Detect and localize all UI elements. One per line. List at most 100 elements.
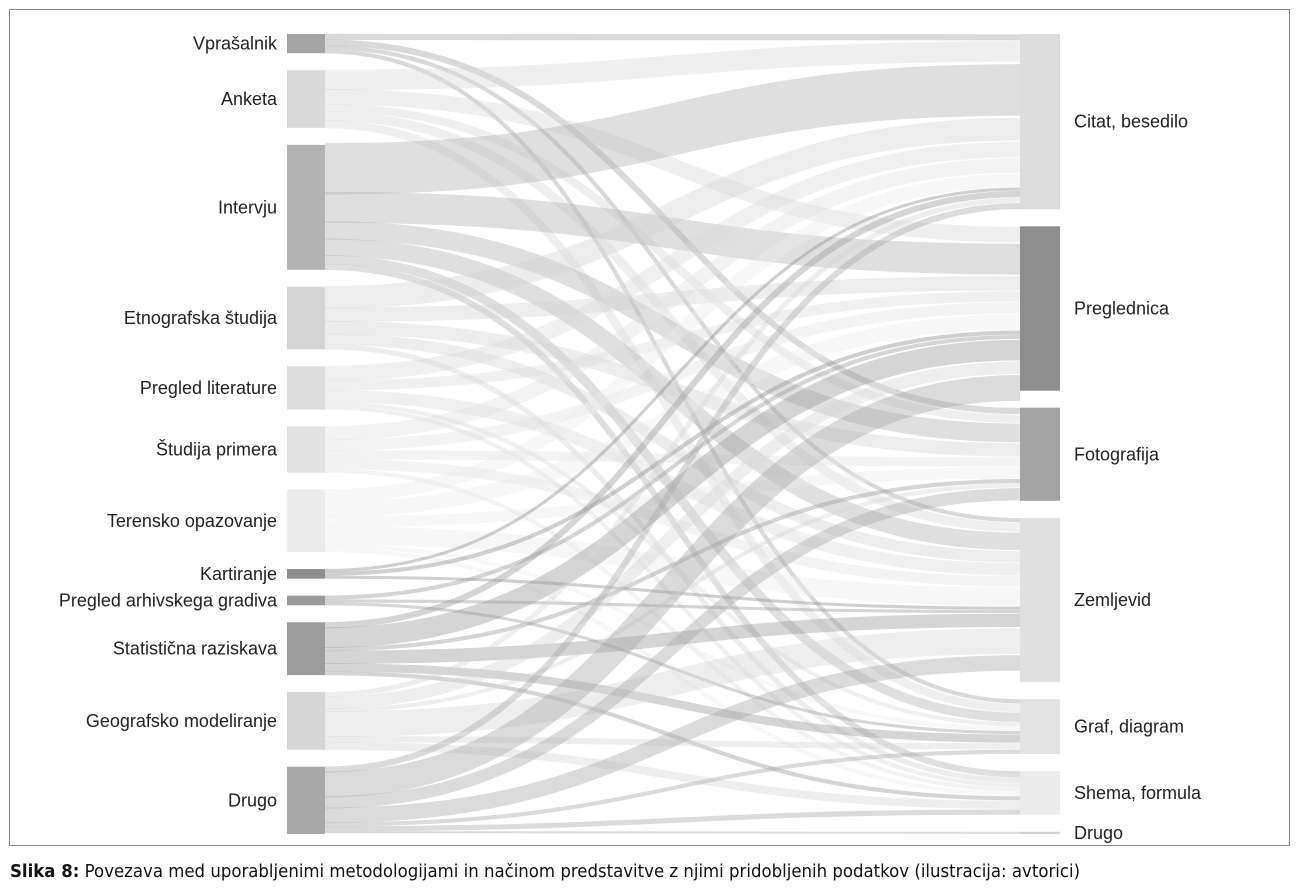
sankey-diagram: Vprašalnik Anketa Intervju Etnografska štud… <box>59 33 1202 843</box>
flow-etnografska-to-preglednica <box>324 276 1021 322</box>
source-label-studija-primera: Študija primera <box>156 439 278 460</box>
flow-intervju-to-citat <box>324 64 1021 195</box>
links-layer <box>324 33 1021 834</box>
flow-vprasalnik-to-zemljevid <box>324 45 1021 523</box>
flow-terensko-to-fotografija <box>324 467 1021 528</box>
flow-arhiv-to-zemljevid <box>324 599 1021 614</box>
flow-intervju-to-zemljevid <box>324 238 1021 551</box>
flow-anketa-to-graf <box>324 119 1021 713</box>
flow-terensko-to-shema <box>324 548 1021 797</box>
flow-studija-primera-to-zemljevid <box>324 458 1021 587</box>
flow-etnografska-to-citat <box>324 118 1021 309</box>
flow-studija-primera-to-preglednica <box>324 302 1021 451</box>
target-label-citat: Citat, besedilo <box>1074 112 1188 132</box>
figure-caption: Slika 8: Povezava med uporabljenimi meto… <box>10 861 1080 882</box>
flow-intervju-to-graf <box>324 255 1021 722</box>
flow-modeliranje-to-citat <box>324 197 1021 698</box>
flow-terensko-to-zemljevid <box>324 526 1021 606</box>
source-label-kartiranje: Kartiranje <box>200 564 277 584</box>
flow-etnografska-to-zemljevid <box>324 333 1021 563</box>
source-node-pregled-lit <box>287 366 325 410</box>
flow-intervju-to-fotografija <box>324 221 1021 443</box>
flow-pregled-lit-to-preglednica <box>324 291 1021 391</box>
target-node-drugo-tgt <box>1020 831 1060 834</box>
target-label-zemljevid: Zemljevid <box>1074 590 1151 610</box>
source-node-anketa <box>287 70 325 128</box>
source-node-vprasalnik <box>287 34 325 54</box>
source-node-arhiv <box>287 595 325 606</box>
flow-arhiv-to-graf <box>324 602 1021 735</box>
flow-intervju-to-shema <box>324 263 1021 778</box>
caption-label: Slika 8: <box>10 861 80 882</box>
flow-drugo-src-to-graf <box>324 749 1021 827</box>
target-node-graf <box>1020 699 1060 754</box>
target-node-shema <box>1020 770 1060 815</box>
flow-pregled-lit-to-shema <box>324 405 1021 788</box>
flow-modeliranje-to-fotografija <box>324 483 1021 713</box>
flow-modeliranje-to-preglednica <box>324 361 1021 709</box>
target-label-preglednica: Preglednica <box>1074 299 1170 319</box>
source-label-statisticna: Statistična raziskava <box>113 639 278 659</box>
flow-drugo-src-to-drugo-tgt <box>324 831 1021 834</box>
flow-modeliranje-to-graf <box>324 736 1021 750</box>
flow-pregled-lit-to-zemljevid <box>324 389 1021 576</box>
target-label-shema: Shema, formula <box>1074 783 1202 803</box>
flow-statisticna-to-preglednica <box>324 339 1021 648</box>
flow-statisticna-to-shema <box>324 671 1021 801</box>
flow-statisticna-to-fotografija <box>324 479 1021 652</box>
flow-terensko-to-citat <box>324 173 1021 503</box>
target-node-preglednica <box>1020 226 1060 391</box>
flow-anketa-to-zemljevid <box>324 111 1021 532</box>
source-node-etnografska <box>287 286 325 350</box>
flow-etnografska-to-fotografija <box>324 320 1021 457</box>
flow-intervju-to-preglednica <box>324 191 1021 275</box>
source-node-modeliranje <box>287 692 325 750</box>
source-label-pregled-lit: Pregled literature <box>140 378 277 398</box>
flow-anketa-to-citat <box>324 41 1021 91</box>
flow-vprasalnik-to-fotografija <box>324 39 1021 415</box>
source-node-intervju <box>287 144 325 270</box>
source-label-drugo-src: Drugo <box>228 790 277 810</box>
flow-drugo-src-to-preglednica <box>324 375 1021 798</box>
source-label-terensko: Terensko opazovanje <box>107 511 277 531</box>
flow-statisticna-to-citat <box>324 190 1021 629</box>
flow-anketa-to-preglednica <box>324 88 1021 243</box>
target-node-fotografija <box>1020 407 1060 501</box>
flow-studija-primera-to-shema <box>324 468 1021 792</box>
target-label-drugo-tgt: Drugo <box>1074 823 1123 843</box>
figure-frame: Vprašalnik Anketa Intervju Etnografska štud… <box>9 9 1290 846</box>
flow-modeliranje-to-zemljevid <box>324 628 1021 738</box>
nodes-layer <box>287 34 1060 834</box>
flow-kartiranje-to-preglednica <box>324 330 1021 576</box>
flow-terensko-to-graf <box>324 544 1021 731</box>
target-node-citat <box>1020 34 1060 210</box>
source-node-terensko <box>287 489 325 553</box>
flow-terensko-to-preglednica <box>324 314 1021 517</box>
flow-drugo-src-to-zemljevid <box>324 655 1021 823</box>
flow-studija-primera-to-citat <box>324 158 1021 441</box>
source-node-studija-primera <box>287 426 325 473</box>
source-label-etnografska: Etnografska študija <box>124 308 278 328</box>
target-label-fotografija: Fotografija <box>1074 444 1160 464</box>
flow-statisticna-to-graf <box>324 663 1021 743</box>
source-label-modeliranje: Geografsko modeliranje <box>86 711 277 731</box>
target-node-zemljevid <box>1020 517 1060 683</box>
flow-statisticna-to-zemljevid <box>324 613 1021 665</box>
flow-kartiranje-to-zemljevid <box>324 575 1021 610</box>
flow-modeliranje-to-shema <box>324 741 1021 810</box>
source-node-statisticna <box>287 622 325 676</box>
flow-etnografska-to-shema <box>324 344 1021 783</box>
source-label-anketa: Anketa <box>221 89 278 109</box>
target-label-graf: Graf, diagram <box>1074 717 1184 737</box>
caption-text: Povezava med uporabljenimi metodologijam… <box>84 861 1081 882</box>
flow-arhiv-to-preglednica <box>324 334 1021 600</box>
flow-drugo-src-to-citat <box>324 202 1021 773</box>
source-label-intervju: Intervju <box>218 197 277 217</box>
labels-layer: Vprašalnik Anketa Intervju Etnografska štud… <box>59 34 1202 843</box>
source-label-arhiv: Pregled arhivskega gradiva <box>59 590 278 610</box>
flow-pregled-lit-to-graf <box>324 401 1021 727</box>
flow-pregled-lit-to-citat <box>324 141 1021 382</box>
source-node-kartiranje <box>287 569 325 579</box>
flow-drugo-src-to-shema <box>324 809 1021 832</box>
flow-studija-primera-to-fotografija <box>324 450 1021 467</box>
